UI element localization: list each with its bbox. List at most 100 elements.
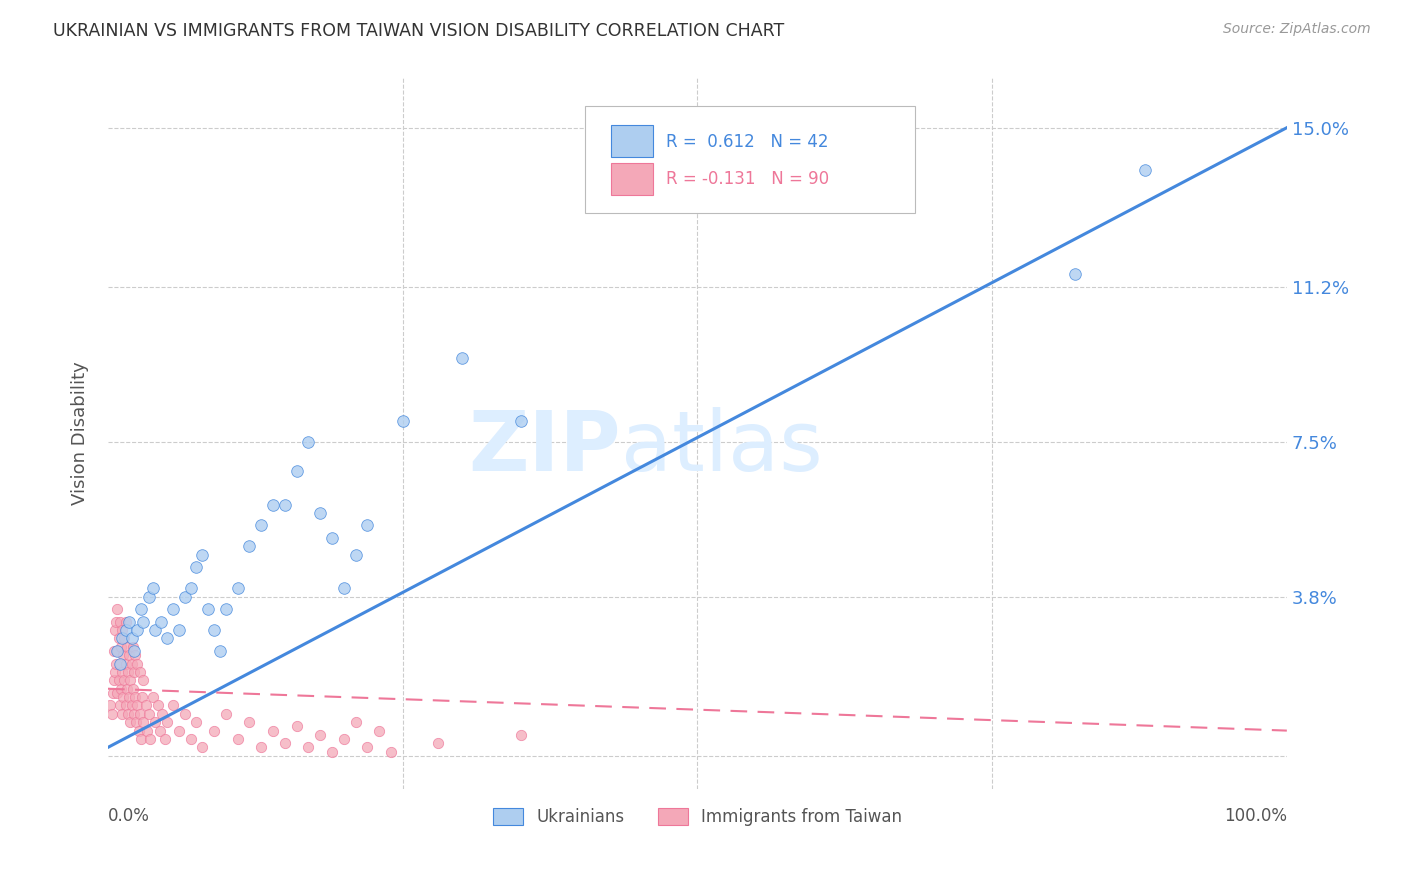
Point	[127, 698, 149, 713]
Point	[1135, 162, 1157, 177]
Point	[114, 698, 136, 713]
Text: atlas: atlas	[621, 407, 823, 488]
Point	[138, 706, 160, 721]
Point	[122, 706, 145, 721]
Point	[114, 632, 136, 646]
Point	[215, 602, 238, 616]
Point	[380, 745, 402, 759]
Point	[122, 665, 145, 679]
Point	[179, 731, 201, 746]
Point	[344, 715, 367, 730]
Point	[321, 745, 343, 759]
Point	[139, 731, 162, 746]
Point	[108, 657, 131, 671]
Point	[128, 723, 150, 738]
Point	[150, 706, 173, 721]
Point	[143, 715, 166, 730]
Point	[215, 706, 238, 721]
Point	[173, 590, 195, 604]
Point	[173, 706, 195, 721]
Legend: Ukrainians, Immigrants from Taiwan: Ukrainians, Immigrants from Taiwan	[485, 799, 910, 834]
FancyBboxPatch shape	[612, 163, 652, 194]
Text: R = -0.131   N = 90: R = -0.131 N = 90	[665, 170, 828, 188]
Point	[101, 686, 124, 700]
Point	[110, 640, 132, 654]
Point	[391, 414, 413, 428]
Point	[356, 518, 378, 533]
Point	[162, 698, 184, 713]
Point	[186, 715, 208, 730]
Point	[135, 723, 157, 738]
Point	[118, 690, 141, 705]
Point	[124, 648, 146, 663]
Point	[142, 690, 165, 705]
Point	[112, 648, 135, 663]
Text: 100.0%: 100.0%	[1223, 807, 1286, 825]
Point	[202, 723, 225, 738]
Point	[135, 698, 157, 713]
Point	[131, 690, 153, 705]
Point	[125, 715, 148, 730]
Point	[262, 498, 284, 512]
Point	[117, 706, 139, 721]
Point	[121, 632, 143, 646]
Y-axis label: Vision Disability: Vision Disability	[72, 361, 89, 505]
Point	[156, 632, 179, 646]
Point	[107, 644, 129, 658]
Point	[509, 728, 531, 742]
Point	[262, 723, 284, 738]
Point	[250, 518, 273, 533]
Point	[191, 548, 214, 562]
Point	[138, 590, 160, 604]
Point	[132, 715, 155, 730]
Point	[153, 731, 176, 746]
Point	[105, 615, 128, 629]
Point	[191, 740, 214, 755]
Point	[111, 632, 134, 646]
Point	[107, 686, 129, 700]
Point	[202, 623, 225, 637]
Point	[107, 644, 129, 658]
Point	[127, 623, 149, 637]
Point	[297, 740, 319, 755]
Point	[98, 698, 121, 713]
Point	[321, 531, 343, 545]
Point	[129, 602, 152, 616]
Point	[226, 731, 249, 746]
Point	[238, 540, 260, 554]
Text: Source: ZipAtlas.com: Source: ZipAtlas.com	[1223, 22, 1371, 37]
Point	[150, 615, 173, 629]
Point	[450, 351, 472, 365]
Point	[114, 657, 136, 671]
Point	[274, 498, 297, 512]
Point	[208, 644, 231, 658]
Point	[104, 665, 127, 679]
Text: 0.0%: 0.0%	[108, 807, 150, 825]
Point	[112, 690, 135, 705]
Point	[356, 740, 378, 755]
Point	[156, 715, 179, 730]
Point	[132, 673, 155, 688]
Point	[118, 615, 141, 629]
Point	[309, 506, 332, 520]
Point	[186, 560, 208, 574]
FancyBboxPatch shape	[585, 106, 915, 212]
Point	[427, 736, 450, 750]
Point	[124, 690, 146, 705]
Point	[100, 706, 122, 721]
Point	[285, 719, 308, 733]
FancyBboxPatch shape	[612, 125, 652, 157]
Point	[105, 657, 128, 671]
Point	[179, 581, 201, 595]
Point	[108, 698, 131, 713]
Point	[103, 673, 125, 688]
Text: R =  0.612   N = 42: R = 0.612 N = 42	[665, 133, 828, 151]
Point	[121, 681, 143, 696]
Point	[332, 581, 354, 595]
Point	[297, 434, 319, 449]
Point	[128, 665, 150, 679]
Point	[129, 731, 152, 746]
Point	[120, 715, 142, 730]
Point	[111, 706, 134, 721]
Point	[143, 623, 166, 637]
